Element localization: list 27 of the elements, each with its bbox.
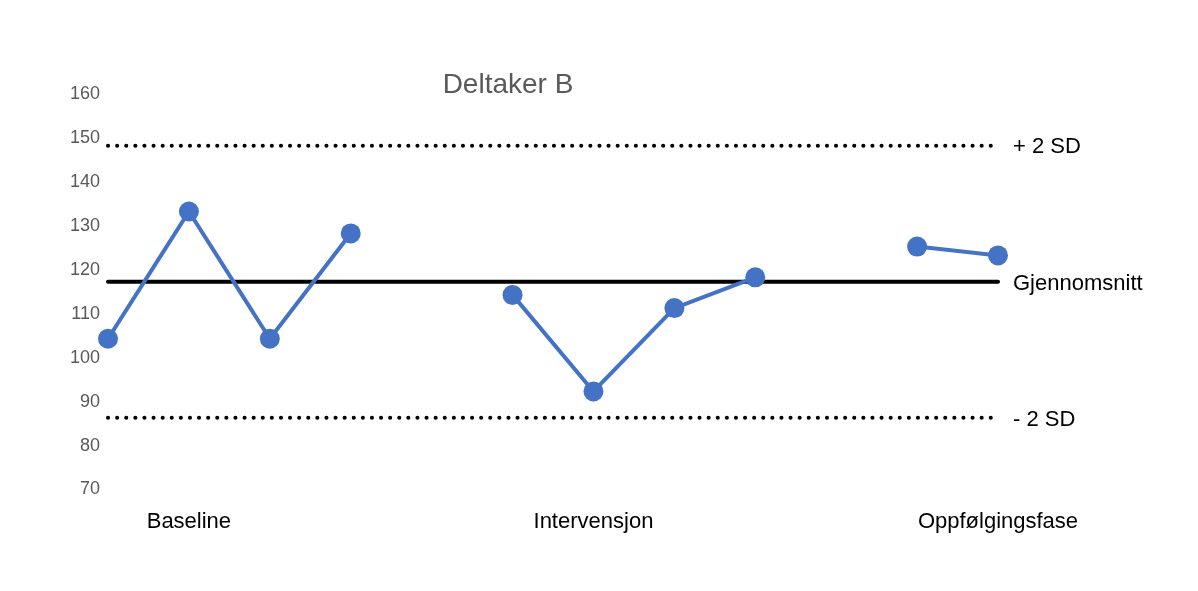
point xyxy=(340,223,361,244)
ref-line-label: - 2 SD xyxy=(1013,405,1076,431)
point xyxy=(988,245,1008,266)
ref-line-label: + 2 SD xyxy=(1013,133,1081,159)
y-tick-label: 80 xyxy=(79,434,100,455)
x-tick-label: Baseline xyxy=(146,507,232,533)
chart-title: Deltaker B xyxy=(442,68,574,99)
y-tick-label: 70 xyxy=(79,478,100,499)
ref-line-label: Gjennomsnitt xyxy=(1013,269,1143,295)
y-tick-label: 130 xyxy=(69,215,100,236)
point xyxy=(98,328,118,349)
y-tick-label: 100 xyxy=(69,346,100,367)
y-tick-label: 90 xyxy=(79,390,100,411)
y-tick-label: 140 xyxy=(69,171,100,192)
point xyxy=(502,284,523,305)
point xyxy=(178,201,199,222)
point xyxy=(259,328,280,349)
y-tick-label: 110 xyxy=(71,302,100,323)
y-tick-label: 160 xyxy=(69,83,100,104)
x-tick-label: Oppfølgingsfase xyxy=(917,507,1079,533)
y-tick-label: 120 xyxy=(69,258,100,279)
point xyxy=(907,236,928,257)
y-tick-label: 150 xyxy=(69,127,100,148)
point xyxy=(664,298,685,319)
point xyxy=(745,267,766,288)
point xyxy=(583,381,604,402)
x-tick-label: Intervensjon xyxy=(533,507,654,533)
